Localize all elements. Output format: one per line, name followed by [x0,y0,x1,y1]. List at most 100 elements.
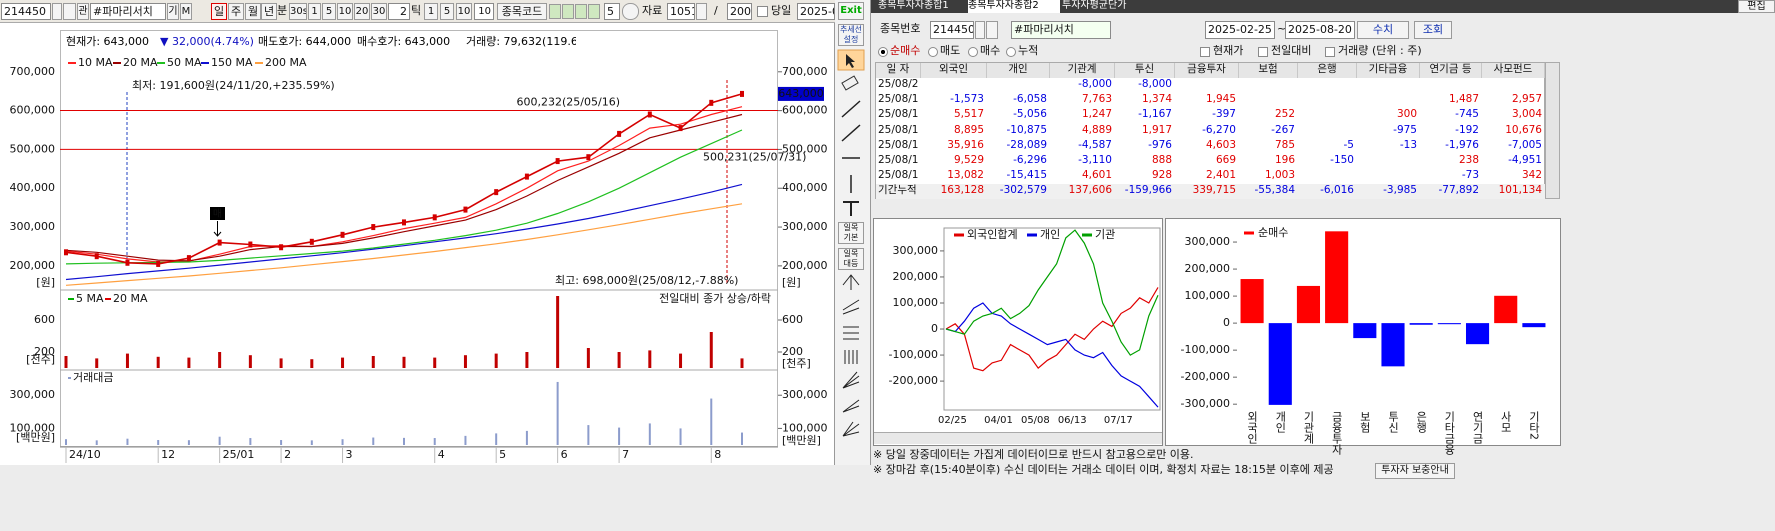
note: ※ 당일 장중데이터는 가집계 데이터이므로 반드시 참고용으로만 이용. [873,448,1194,461]
table-cell: -150 [1330,154,1354,166]
btn[interactable]: 기 [167,3,179,20]
line-chart-frame [873,218,1163,446]
tick-btn[interactable]: 5 [440,3,454,20]
period-btn[interactable]: 월 [245,3,261,20]
check-label: 현재가 [1213,44,1244,57]
radio[interactable] [878,47,888,57]
minute-btn[interactable]: 30 [371,3,387,20]
table-cell: -6,296 [1013,154,1047,166]
nav-btn[interactable] [588,4,600,19]
notes-btn[interactable]: 투자자 보충안내 [1375,463,1455,479]
search-btn[interactable] [63,3,76,20]
minute-btn[interactable]: 5 [322,3,336,20]
exit-btn[interactable]: Exit [838,2,864,20]
table-cell: 300 [1396,108,1417,121]
minute-btn[interactable]: 10 [337,3,353,20]
label: 종목번호 [880,22,921,35]
table-cell: -15,415 [1006,169,1047,182]
date-input[interactable]: 2025-0 [797,3,835,20]
table-cell: 1,247 [1081,108,1112,121]
table-cell: -975 [1393,123,1417,136]
table-cell: 196 [1274,154,1295,166]
table-header: 사모펀드 [1482,63,1545,78]
table-cell: 238 [1458,154,1479,166]
ichimoku-btn[interactable]: 일목 대등 [838,248,864,270]
name-input[interactable]: #파마리서치 [1011,21,1111,39]
minute-btn[interactable]: 1 [308,3,321,20]
table-cell: -6,058 [1013,93,1047,106]
radio[interactable] [928,47,938,57]
table-cell: 1,374 [1141,93,1172,106]
count-input[interactable]: 5 [604,3,620,20]
table-cell: 13,082 [947,169,984,182]
radio[interactable] [968,47,978,57]
edit-btn[interactable]: 편집 [1738,0,1775,13]
dropdown[interactable] [975,21,985,39]
value-btn[interactable]: 수치 [1357,21,1409,39]
tick-btn[interactable]: 10 [456,3,472,20]
search-btn[interactable] [986,21,998,39]
table-header: 기타금융 [1357,63,1420,78]
table-frame [875,62,1545,199]
nav-btn[interactable] [549,4,561,19]
tab[interactable]: 종목투자자종합2 [968,0,1060,13]
table-header: 금융투자 [1175,63,1239,78]
table-cell: -7,005 [1508,138,1542,151]
code-search[interactable]: 종목코드 [497,3,547,20]
price-info: 현재가: 643,000 [66,35,150,48]
tick-input[interactable]: 2 [388,3,410,20]
trend-btn[interactable]: 추세선 설정 [838,24,864,46]
code-input[interactable]: 214450 [1,3,51,20]
scrollbar[interactable] [1545,62,1560,199]
table-cell: -8,000 [1138,78,1172,90]
checkbox[interactable] [1325,47,1335,57]
dropdown[interactable] [696,3,707,20]
clock-btn[interactable] [622,3,639,20]
bar-chart-frame [1165,218,1561,446]
table-header: 외국인 [921,63,987,78]
date-input[interactable]: 2025-08-20 [1285,21,1355,39]
nav-btn[interactable] [562,4,574,19]
checkbox[interactable] [1258,47,1268,57]
table-header: 연기금 등 [1420,63,1482,78]
tick-btn[interactable]: 1 [424,3,438,20]
table-cell: -267 [1271,123,1295,136]
period-btn[interactable]: 일 [211,3,227,20]
label: 분 [277,4,288,17]
table-cell: 2,957 [1511,93,1542,106]
tab[interactable]: 종목투자자종합1 [878,0,949,11]
table-cell: -4,951 [1508,154,1542,166]
check-label: 전일대비 [1271,44,1312,57]
query-btn[interactable]: 조회 [1414,21,1452,39]
check-label: 거래량 [1338,44,1369,57]
btn[interactable]: 관 [77,3,89,20]
checkbox[interactable] [757,6,768,17]
table-cell: -159,966 [1124,184,1172,197]
table-cell: -976 [1148,138,1172,151]
radio[interactable] [1006,47,1016,57]
checkbox[interactable] [1200,47,1210,57]
label: ~ [1277,22,1285,35]
table-cell: -8,000 [1078,78,1112,90]
minute-btn[interactable]: 30s [289,3,307,20]
code-input[interactable]: 214450 [930,21,974,39]
table-cell: -10,875 [1006,123,1047,136]
period-btn[interactable]: 주 [228,3,244,20]
step-input[interactable]: 10 [474,3,494,20]
tab[interactable]: 투자자평균단가 [1062,0,1127,11]
table-cell: 4,603 [1205,138,1236,151]
minute-btn[interactable]: 20 [354,3,370,20]
name-input[interactable]: #파마리서치 [90,3,166,20]
table-cell: 8,895 [953,123,984,136]
date-input[interactable]: 2025-02-25 [1205,21,1275,39]
ichimoku-btn[interactable]: 일목 기본 [838,222,864,244]
nav-btn[interactable] [575,4,587,19]
page-input[interactable]: 200 [727,3,752,20]
period-btn[interactable]: 년 [261,3,277,20]
btn[interactable]: M [180,3,192,20]
dropdown[interactable] [52,3,62,20]
count-input[interactable]: 1051 [667,3,695,20]
chart-scrollbar[interactable] [874,432,1162,444]
table-cell: 4,889 [1081,123,1112,136]
